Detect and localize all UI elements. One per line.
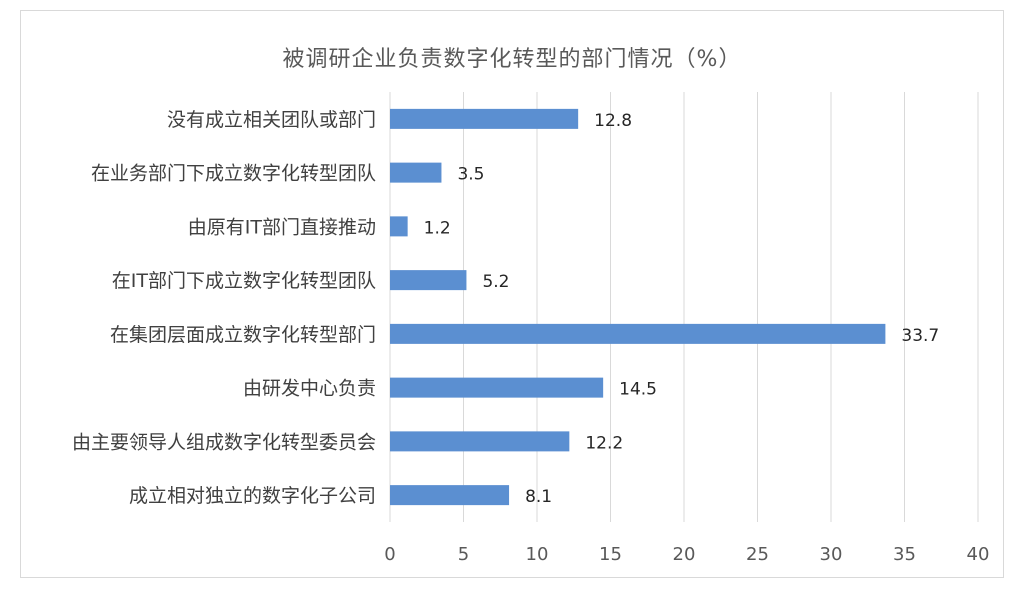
bar <box>390 216 408 237</box>
category-label: 在集团层面成立数字化转型部门 <box>110 324 376 346</box>
category-label: 没有成立相关团队或部门 <box>167 109 376 131</box>
x-tick-label: 35 <box>893 544 916 565</box>
bar <box>390 485 510 506</box>
bar <box>390 323 886 344</box>
data-label: 12.2 <box>585 433 623 453</box>
data-label: 3.5 <box>457 165 484 185</box>
bars <box>390 108 886 506</box>
x-tick-label: 20 <box>673 544 696 565</box>
x-tick-label: 5 <box>458 544 469 565</box>
x-tick-label: 40 <box>967 544 990 565</box>
labels: 没有成立相关团队或部门 12.8 在业务部门下成立数字化转型团队 3.5 由原有IT部门… <box>72 109 939 507</box>
x-tick-label: 0 <box>384 544 395 565</box>
bar <box>390 270 467 291</box>
data-label: 8.1 <box>525 487 552 507</box>
x-tick-label: 15 <box>599 544 622 565</box>
chart-frame: 被调研企业负责数字化转型的部门情况（%） <box>20 10 1004 578</box>
bar <box>390 431 570 452</box>
chart-title: 被调研企业负责数字化转型的部门情况（%） <box>282 47 742 72</box>
data-label: 5.2 <box>482 272 509 292</box>
category-label: 成立相对独立的数字化子公司 <box>129 485 376 507</box>
category-label: 由研发中心负责 <box>243 378 376 400</box>
bar <box>390 108 579 129</box>
data-label: 12.8 <box>594 111 632 131</box>
category-label: 由原有IT部门直接推动 <box>188 216 376 238</box>
data-label: 14.5 <box>619 380 657 400</box>
x-tick-label: 30 <box>820 544 843 565</box>
data-label: 1.2 <box>424 218 451 238</box>
category-label: 在IT部门下成立数字化转型团队 <box>112 270 376 292</box>
bar <box>390 377 604 398</box>
x-axis-ticks: 0 5 10 15 20 25 30 35 40 <box>384 544 989 565</box>
category-label: 由主要领导人组成数字化转型委员会 <box>72 431 376 453</box>
gridlines <box>389 92 979 522</box>
bar <box>390 162 442 183</box>
x-tick-label: 25 <box>746 544 769 565</box>
category-label: 在业务部门下成立数字化转型团队 <box>91 163 376 185</box>
x-tick-label: 10 <box>526 544 549 565</box>
data-label: 33.7 <box>901 326 939 346</box>
